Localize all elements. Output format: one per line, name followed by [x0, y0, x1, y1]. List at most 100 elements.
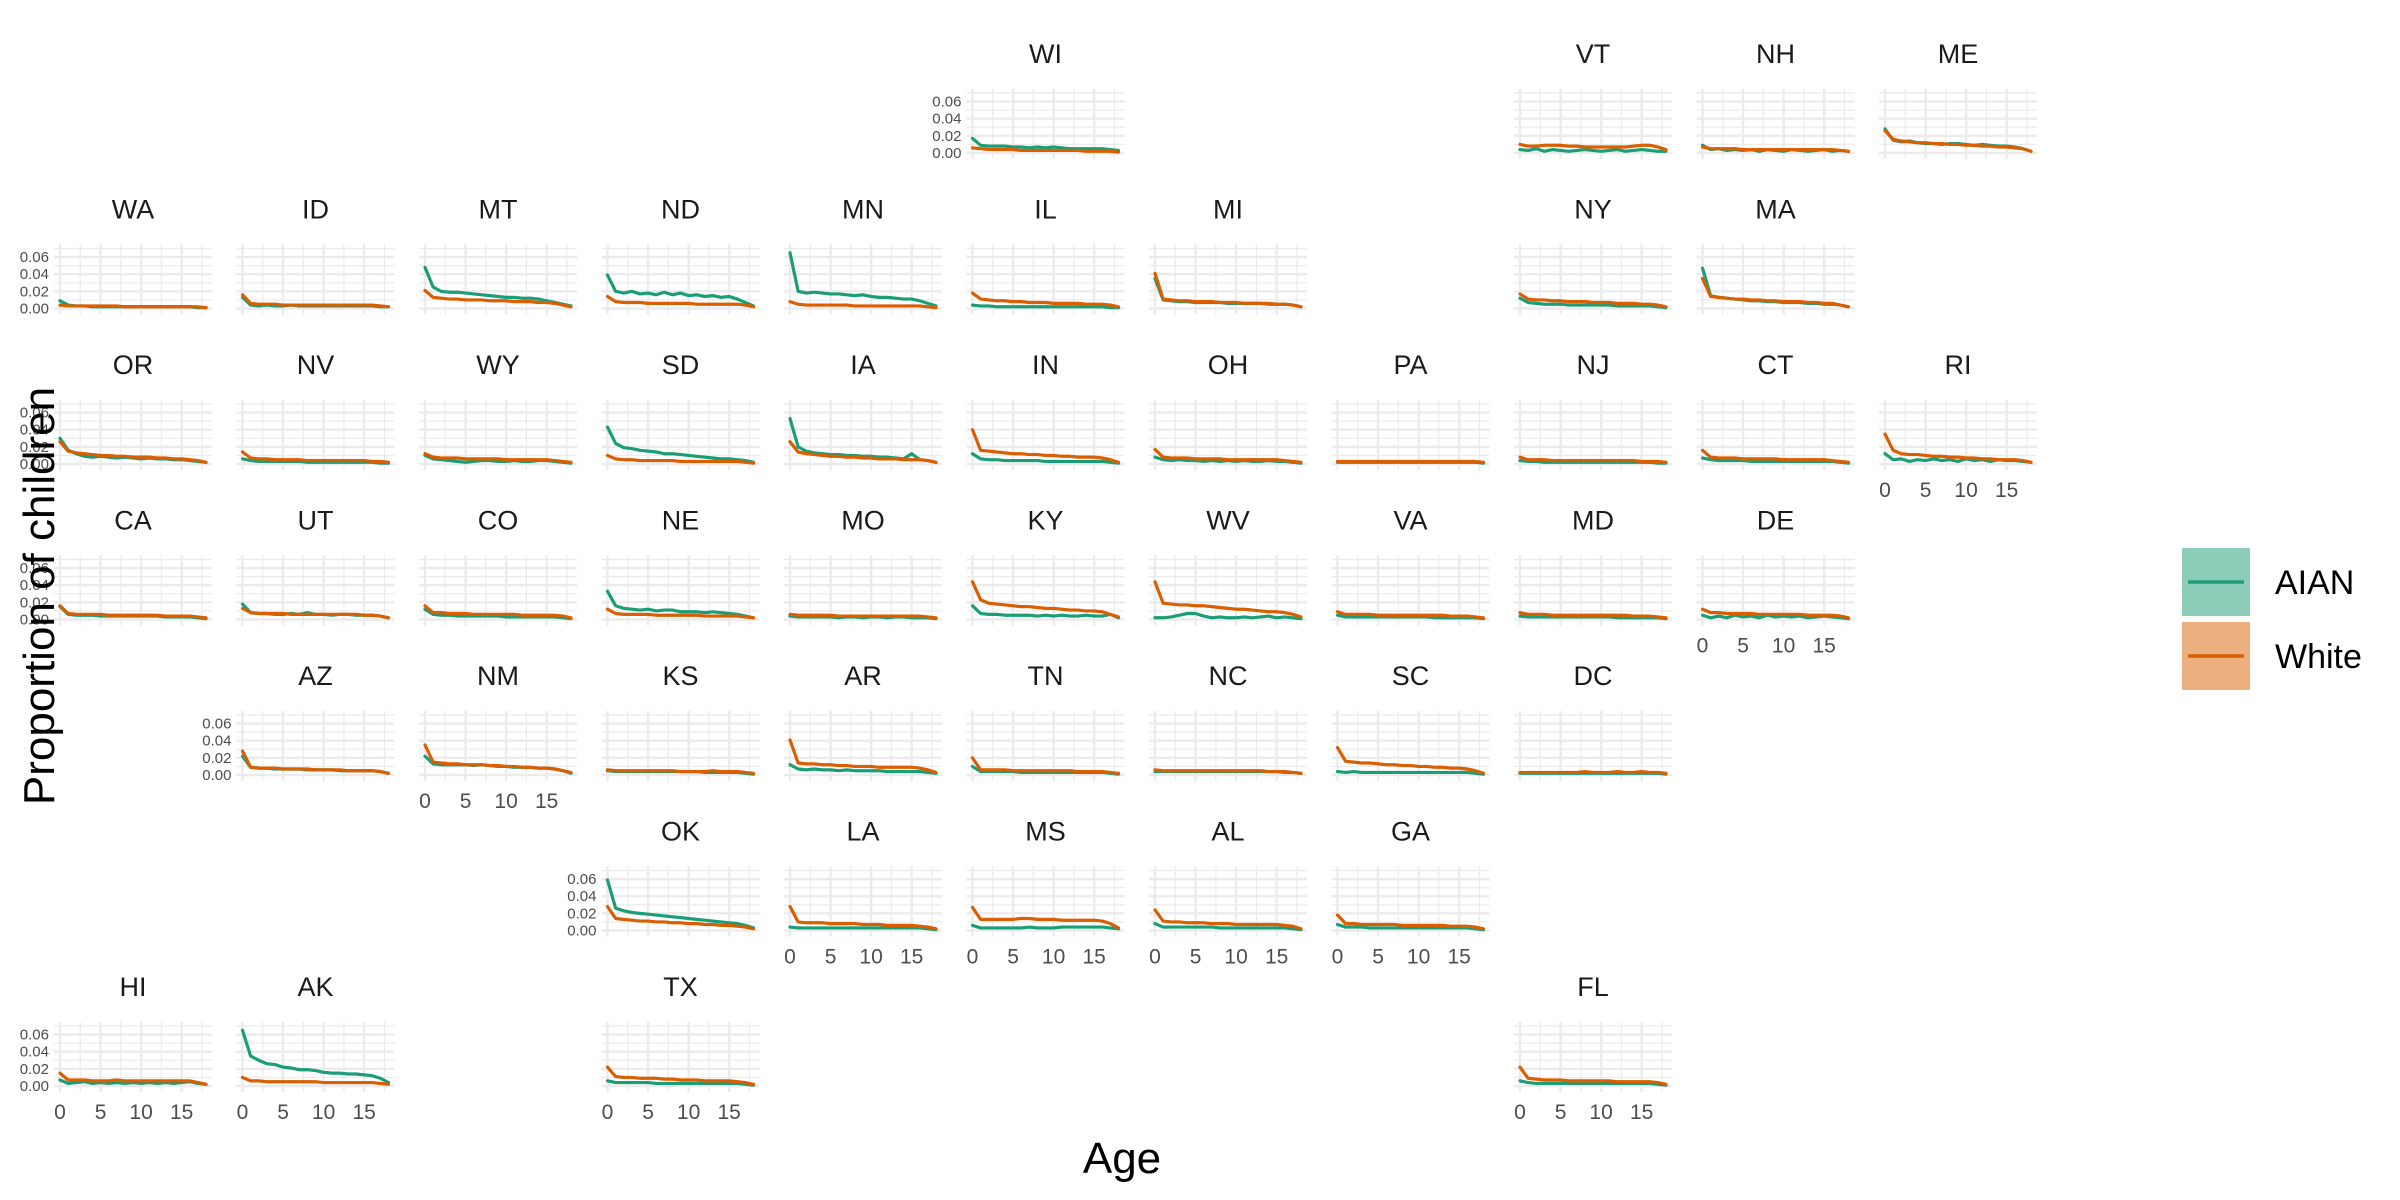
- panel-title: MI: [1213, 195, 1243, 225]
- series-line-aian: [605, 1079, 756, 1087]
- panel-tx: TX 0 5 10 15: [601, 972, 760, 1124]
- panel-grid: [601, 400, 760, 470]
- panel-wy: WY: [419, 350, 577, 470]
- panel-title: OK: [661, 817, 700, 847]
- panel-title: OR: [113, 350, 154, 380]
- series-line-white: [423, 604, 573, 620]
- series-line-white: [788, 300, 938, 310]
- panel-ia: IA: [784, 350, 942, 470]
- y-tick-label: 0.02: [20, 1061, 49, 1078]
- y-tick-label: 0.00: [567, 923, 596, 940]
- x-tick-label: 0: [1879, 479, 1891, 502]
- series-line-white: [1518, 455, 1668, 464]
- series-line-aian: [605, 878, 756, 930]
- series-line-white: [1335, 913, 1486, 931]
- series-line-aian: [970, 604, 1121, 620]
- legend: AIAN White: [2182, 548, 2362, 690]
- series-line-aian: [788, 614, 938, 621]
- panel-me: ME: [1879, 39, 2037, 159]
- series-line-aian: [605, 425, 756, 464]
- panel-grid: [1514, 89, 1672, 159]
- x-tick-label: 15: [717, 1101, 740, 1124]
- series-line-aian: [423, 607, 573, 621]
- x-tick-label: 0: [602, 1101, 614, 1124]
- y-tick-label: 0.04: [20, 577, 49, 594]
- x-tick-label: 15: [1082, 946, 1105, 969]
- panel-grid: [966, 555, 1125, 626]
- series-line-white: [240, 606, 391, 620]
- panel-title: AK: [297, 972, 333, 1002]
- panel-title: UT: [298, 506, 334, 536]
- panel-title: NC: [1209, 661, 1248, 691]
- panel-title: DE: [1757, 506, 1795, 536]
- series-line-aian: [970, 303, 1121, 310]
- x-tick-label: 0: [1514, 1101, 1526, 1124]
- panel-title: WY: [476, 350, 520, 380]
- series-line-white: [970, 428, 1121, 464]
- series-line-white: [1335, 459, 1486, 464]
- series-line-white: [1153, 768, 1303, 775]
- y-tick-label: 0.02: [932, 128, 961, 145]
- panel-title: NH: [1756, 39, 1795, 69]
- series-line-white: [1335, 610, 1486, 620]
- series-line-white: [1518, 1065, 1668, 1086]
- series-line-aian: [970, 136, 1121, 153]
- series-line-white: [58, 303, 208, 310]
- x-tick-label: 15: [1995, 479, 2018, 502]
- panel-title: MS: [1025, 817, 1066, 847]
- series-line-white: [788, 612, 938, 620]
- panel-grid: [1149, 400, 1307, 470]
- series-line-aian: [970, 452, 1121, 465]
- series-line-white: [1883, 129, 2033, 153]
- x-tick-label: 0: [419, 790, 431, 813]
- x-tick-label: 10: [677, 1101, 700, 1124]
- series-line-white: [240, 293, 391, 309]
- x-tick-label: 0: [237, 1101, 249, 1124]
- panel-title: HI: [120, 972, 147, 1002]
- panel-grid: [1331, 555, 1490, 626]
- panel-wi: WI 0.000.020.040.06: [932, 39, 1125, 162]
- panel-mn: MN: [784, 195, 942, 315]
- panel-grid: [236, 1022, 395, 1092]
- panel-ny: NY: [1514, 195, 1672, 315]
- panel-hi: HI 0.000.020.040.06 0 5 10 15: [20, 972, 212, 1124]
- panel-ky: KY: [966, 506, 1125, 626]
- panel-nc: NC: [1149, 661, 1307, 781]
- panel-sd: SD: [601, 350, 760, 470]
- series-line-white: [1153, 447, 1303, 464]
- y-tick-label: 0.06: [932, 94, 961, 111]
- series-line-white: [605, 768, 756, 775]
- x-tick-label: 10: [1224, 946, 1247, 969]
- series-line-white: [58, 440, 208, 464]
- y-tick-label: 0.06: [20, 560, 49, 577]
- panel-title: WI: [1029, 39, 1062, 69]
- panel-grid: [54, 555, 212, 626]
- panel-grid: [1331, 400, 1490, 470]
- series-line-aian: [1335, 922, 1486, 932]
- panel-ga: GA 0 5 10 15: [1331, 817, 1490, 969]
- x-tick-label: 15: [1812, 635, 1835, 658]
- series-line-white: [1518, 769, 1668, 775]
- x-tick-label: 0: [54, 1101, 66, 1124]
- panel-title: MD: [1572, 506, 1614, 536]
- panel-title: MT: [479, 195, 518, 225]
- x-tick-label: 10: [1589, 1101, 1612, 1124]
- panel-title: ME: [1938, 39, 1979, 69]
- panel-title: NJ: [1577, 350, 1610, 380]
- panel-ct: CT: [1696, 350, 1855, 470]
- series-line-white: [605, 607, 756, 620]
- series-line-white: [423, 743, 573, 775]
- series-line-aian: [240, 457, 391, 465]
- series-line-white: [788, 440, 938, 464]
- series-line-white: [1335, 745, 1486, 775]
- x-tick-label: 10: [1407, 946, 1430, 969]
- x-tick-label: 0: [967, 946, 979, 969]
- x-tick-label: 10: [1954, 479, 1977, 502]
- y-tick-label: 0.06: [20, 405, 49, 422]
- x-axis-title: Age: [1083, 1134, 1161, 1183]
- x-tick-label: 0: [784, 946, 796, 969]
- panel-title: DC: [1574, 661, 1613, 691]
- panel-grid: [1696, 89, 1855, 159]
- y-tick-label: 0.04: [20, 422, 49, 439]
- panel-title: VT: [1576, 39, 1611, 69]
